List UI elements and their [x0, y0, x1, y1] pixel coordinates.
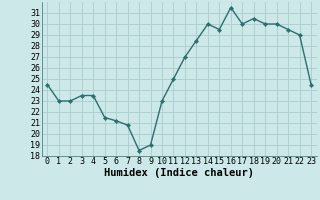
- X-axis label: Humidex (Indice chaleur): Humidex (Indice chaleur): [104, 168, 254, 178]
